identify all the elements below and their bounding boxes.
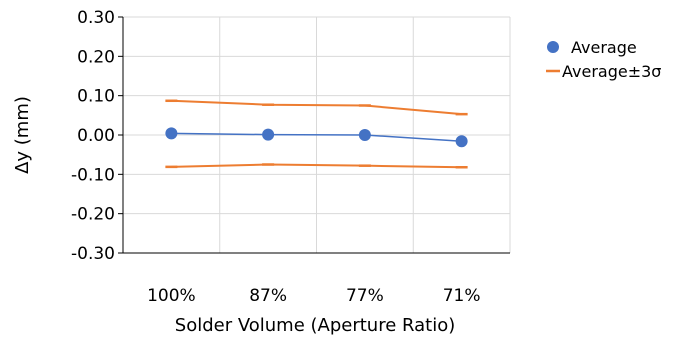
y-tick-label: 0.30 (77, 8, 115, 28)
series-line (171, 132, 462, 143)
y-tick-label: -0.10 (71, 165, 115, 185)
data-point (455, 135, 468, 148)
y-tick-label: -0.20 (71, 205, 115, 225)
tick-layer: 0.30 0.20 0.10 0.00 -0.10 -0.20 -0.30 100% 87% 77… (71, 8, 481, 306)
x-tick-label: 77% (346, 286, 384, 306)
legend-marker-average (547, 41, 559, 53)
axis-layer (118, 16, 510, 254)
legend-label: Average (571, 38, 637, 57)
x-tick-label: 87% (249, 286, 287, 306)
grid-layer (123, 16, 511, 253)
data-point (262, 128, 275, 141)
y-tick-label: 0.20 (77, 47, 115, 67)
x-tick-label: 71% (443, 286, 481, 306)
x-tick-label: 100% (147, 286, 196, 306)
legend: Average Average±3σ (546, 38, 661, 81)
y-tick-label: 0.10 (77, 87, 115, 107)
series-line (171, 99, 462, 116)
legend-label: Average±3σ (562, 62, 661, 81)
data-point (165, 127, 178, 140)
data-point (358, 129, 371, 141)
x-axis-title: Solder Volume (Aperture Ratio) (175, 315, 455, 336)
y-axis-title: Δy (mm) (12, 96, 33, 174)
y-tick-label: 0.00 (77, 126, 115, 146)
y-tick-label: -0.30 (71, 244, 115, 264)
series-layer (165, 99, 468, 169)
series-line (171, 163, 462, 169)
